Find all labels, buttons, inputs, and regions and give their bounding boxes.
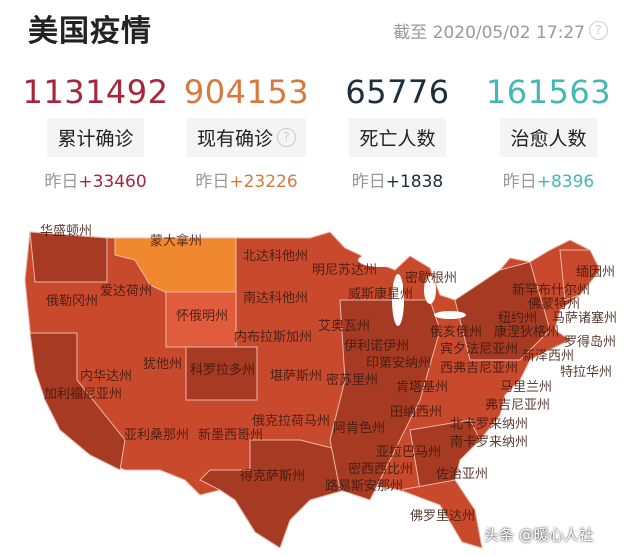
state-label: 内布拉斯加州 (234, 330, 313, 345)
state-label: 纽约州 (498, 311, 538, 326)
state-label: 特拉华州 (560, 365, 613, 380)
stat-label-text: 死亡人数 (359, 128, 436, 150)
state-label: 犹他州 (143, 357, 183, 372)
stat-delta: 昨日+8396 (503, 167, 595, 192)
stat-label-text: 治愈人数 (510, 128, 587, 150)
state-label: 明尼苏达州 (312, 263, 378, 278)
state-label: 爱达荷州 (100, 284, 153, 299)
state-label: 佐治亚州 (436, 467, 489, 482)
state-label: 俄勒冈州 (46, 294, 99, 309)
state-label: 北达科他州 (243, 249, 309, 264)
state-label: 新泽西州 (522, 349, 575, 364)
state-label: 内华达州 (80, 369, 133, 384)
state-label: 密西西比州 (348, 462, 414, 477)
state-label: 伊利诺伊州 (344, 339, 410, 354)
stat-current-confirmed: 904153 现有确诊? 昨日+23226 (171, 70, 322, 192)
state-label: 田纳西州 (390, 405, 443, 420)
state-northeast (454, 261, 551, 361)
delta-value: +8396 (536, 172, 595, 192)
state-label: 阿肯色州 (333, 421, 386, 436)
state-label: 北卡罗来纳州 (450, 417, 529, 432)
stat-delta: 昨日+1838 (352, 167, 444, 192)
stat-value: 65776 (345, 73, 450, 111)
state-label: 佛蒙特州 (528, 297, 581, 312)
state-label: 加利福尼亚州 (44, 387, 123, 402)
yesterday-label: 昨日 (195, 172, 230, 192)
stat-label: 累计确诊 (47, 118, 144, 157)
stat-delta: 昨日+23226 (195, 167, 297, 192)
lake-superior (358, 253, 402, 267)
state-label: 新墨西哥州 (198, 428, 264, 443)
state-label: 科罗拉多州 (190, 363, 256, 378)
us-map[interactable] (0, 210, 640, 556)
stat-recovered: 161563 治愈人数 昨日+8396 (473, 70, 624, 192)
delta-value: +1838 (385, 172, 444, 192)
stat-deaths: 65776 死亡人数 昨日+1838 (322, 70, 473, 192)
stat-value: 161563 (485, 73, 612, 111)
state-label: 蒙大拿州 (150, 234, 203, 249)
state-label: 怀俄明州 (176, 309, 229, 324)
lake-huron (424, 276, 436, 304)
state-florida (398, 479, 483, 549)
state-label: 艾奥瓦州 (318, 319, 371, 334)
state-label: 肯塔基州 (396, 380, 449, 395)
yesterday-label: 昨日 (44, 172, 79, 192)
state-label: 佛罗里达州 (410, 509, 476, 524)
state-washington (29, 231, 108, 283)
state-label: 马里兰州 (500, 380, 553, 395)
state-label: 路易斯安那州 (325, 479, 404, 494)
state-label: 密苏里州 (326, 373, 379, 388)
stat-cumulative-confirmed: 1131492 累计确诊 昨日+33460 (20, 70, 171, 192)
stat-label: 现有确诊? (186, 118, 306, 157)
stat-label: 治愈人数 (500, 118, 597, 157)
delta-value: +23226 (229, 172, 298, 192)
state-colorado (185, 346, 258, 401)
question-circle-icon[interactable]: ? (277, 128, 296, 147)
watermark: 头条 @暖心人社 (484, 526, 594, 544)
page-title: 美国疫情 (28, 14, 152, 49)
state-label: 康涅狄格州 (494, 325, 560, 340)
question-circle-icon[interactable]: ? (589, 21, 608, 40)
stat-label: 死亡人数 (349, 118, 446, 157)
state-label: 罗得岛州 (564, 335, 617, 350)
stat-label-text: 现有确诊 (196, 128, 273, 150)
state-label: 南卡罗来纳州 (450, 435, 529, 450)
state-label: 亚拉巴马州 (376, 445, 442, 460)
lake-michigan (392, 274, 404, 326)
stat-value: 1131492 (22, 73, 169, 111)
state-california (29, 332, 126, 471)
state-label: 华盛顿州 (40, 224, 93, 239)
state-label: 俄亥俄州 (430, 325, 483, 340)
state-label: 新罕布什尔州 (512, 283, 591, 298)
stat-label-text: 累计确诊 (57, 128, 134, 150)
state-label: 印第安纳州 (366, 356, 432, 371)
yesterday-label: 昨日 (502, 172, 537, 192)
stat-delta: 昨日+33460 (44, 167, 146, 192)
state-label: 西弗吉尼亚州 (440, 361, 519, 376)
state-label: 亚利桑那州 (124, 428, 190, 443)
lake-erie (434, 311, 466, 319)
state-label: 缅因州 (576, 265, 616, 280)
stat-value: 904153 (183, 73, 310, 111)
stats-row: 1131492 累计确诊 昨日+33460 904153 现有确诊? 昨日+23… (0, 70, 640, 192)
state-montana (114, 237, 237, 293)
as-of-timestamp: 截至 2020/05/02 17:27 ? (393, 18, 608, 43)
state-maine (559, 249, 601, 301)
state-label: 密歇根州 (405, 271, 458, 286)
state-label: 弗吉尼亚州 (485, 398, 551, 413)
delta-value: +33460 (78, 172, 147, 192)
state-label: 马萨诸塞州 (552, 311, 618, 326)
state-label: 宾夕法尼亚州 (440, 342, 519, 357)
state-label: 俄克拉荷马州 (252, 414, 331, 429)
state-label: 威斯康星州 (348, 287, 414, 302)
state-label: 堪萨斯州 (270, 369, 323, 384)
state-label: 得克萨斯州 (240, 469, 306, 484)
yesterday-label: 昨日 (351, 172, 386, 192)
as-of-text: 截至 2020/05/02 17:27 (393, 23, 585, 43)
state-label: 南达科他州 (243, 291, 309, 306)
